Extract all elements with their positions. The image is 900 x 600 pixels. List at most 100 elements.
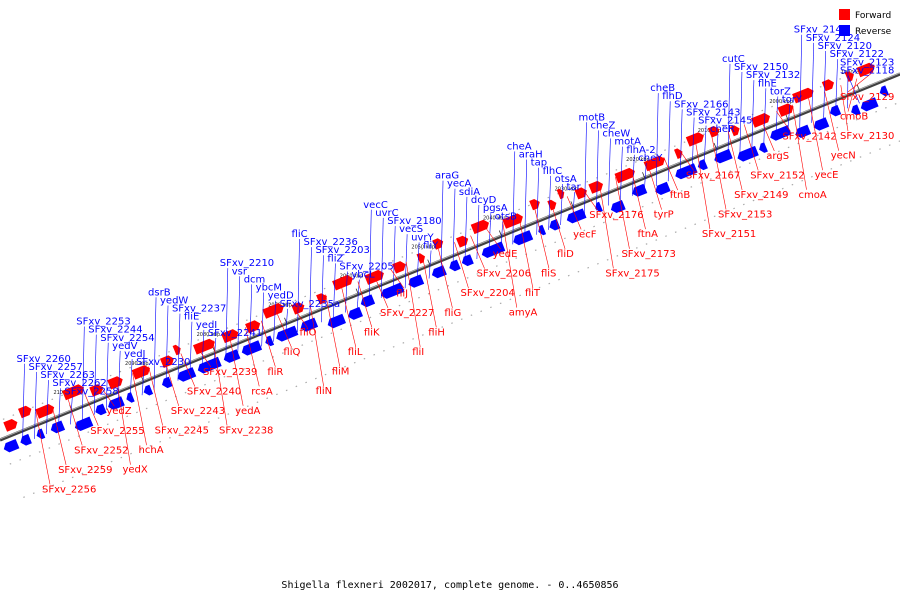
reverse-gene-arrow [223, 349, 241, 363]
reverse-gene-arrow [655, 181, 671, 195]
forward-gene-arrow [332, 275, 353, 291]
reverse-gene-label: yedD [268, 291, 294, 302]
label-leader-line [165, 305, 169, 386]
label-leader-line [368, 209, 372, 303]
forward-gene-label: SFxv_2152 [750, 170, 804, 181]
reverse-gene-arrow [549, 219, 561, 231]
label-leader-line [512, 151, 516, 245]
forward-gene-label: SFxv_2239 [203, 367, 257, 378]
label-leader-line [34, 371, 37, 439]
scale-tick-label: 2060 kbp [340, 274, 364, 280]
forward-gene-label: yedZ [106, 406, 131, 417]
label-leader-line [100, 386, 115, 407]
reverse-gene-arrow [327, 313, 346, 329]
reverse-gene-label: araH [519, 150, 543, 161]
label-leader-line [596, 130, 599, 211]
forward-gene-label: SFxv_2206 [477, 269, 531, 280]
forward-gene-arrow [193, 338, 215, 355]
reverse-gene-label: SFxv_2118 [840, 65, 894, 76]
label-leader-line [583, 189, 598, 211]
label-leader-line [148, 366, 163, 426]
reverse-gene-label: SFxv_2180 [387, 216, 441, 227]
reverse-gene-label: SFxv_2263 [40, 370, 94, 381]
label-leader-line [679, 109, 683, 177]
forward-gene-arrow [614, 167, 635, 184]
reverse-gene-arrow [162, 376, 173, 389]
label-leader-line [380, 217, 384, 298]
forward-gene-label: fliO [300, 328, 317, 339]
reverse-gene-arrow [348, 306, 363, 320]
reverse-gene-label: yedJ [124, 349, 145, 360]
label-leader-line [751, 80, 755, 148]
reverse-swatch [839, 25, 850, 36]
reverse-gene-label: SFxv_2140 [794, 25, 848, 36]
reverse-gene-label: SFxv_2210 [220, 258, 274, 269]
forward-gene-label: SFxv_2175 [605, 268, 659, 279]
reverse-gene-label: fliY [423, 240, 439, 251]
forward-gene-arrow [262, 303, 284, 319]
label-leader-line [500, 221, 504, 250]
label-leader-line [584, 122, 587, 216]
reverse-gene-label: fliC [292, 229, 308, 240]
reverse-gene-label: fliZ [327, 253, 343, 264]
forward-gene-label: SFxv_2142 [782, 131, 836, 142]
scale-tick [642, 172, 646, 178]
label-leader-line [454, 242, 469, 289]
reverse-gene-label: yedV [112, 341, 137, 352]
forward-gene-label: argS [766, 151, 789, 162]
forward-gene-arrow [245, 320, 261, 334]
label-leader-line [763, 88, 767, 143]
forward-gene-label: fliI [412, 347, 424, 358]
label-leader-line [792, 104, 807, 190]
scale-tick-label: 2040 kbp [483, 215, 507, 221]
forward-gene-label: SFxv_2173 [621, 249, 675, 260]
label-leader-line [615, 176, 630, 249]
reverse-gene-arrow [360, 294, 376, 308]
label-leader-line [775, 96, 779, 138]
reverse-gene-label: SFxv_2123 [840, 57, 894, 68]
reverse-gene-label: motA [614, 137, 641, 148]
label-leader-line [739, 72, 743, 153]
scale-tick-label: 1990 kbp [841, 70, 865, 76]
reverse-gene-label: flhE [758, 78, 777, 89]
reverse-gene-label: torZ [770, 86, 791, 97]
label-leader-line [309, 247, 312, 328]
reverse-gene-arrow [851, 104, 861, 116]
reverse-gene-arrow [177, 367, 197, 382]
reverse-gene-arrow [276, 325, 299, 342]
label-leader-line [321, 255, 324, 323]
label-leader-line [811, 42, 814, 123]
label-leader-line [631, 170, 646, 230]
forward-gene-label: SFxv_2256 [42, 484, 96, 495]
label-leader-line [249, 284, 253, 352]
label-leader-line [799, 34, 803, 128]
forward-gene-label: fliN [316, 386, 333, 397]
label-leader-line [620, 146, 623, 201]
label-leader-line [847, 78, 858, 112]
reverse-gene-label: SFxv_2166 [674, 99, 728, 110]
reverse-gene-arrow [737, 145, 759, 162]
reverse-gene-label: SFxv_2205 [339, 262, 393, 273]
forward-gene-label: fliM [332, 367, 350, 378]
reverse-gene-label: cheY [638, 153, 663, 164]
reverse-gene-label: cheB [650, 83, 675, 94]
label-leader-line [534, 209, 550, 269]
forward-gene-label: fliQ [283, 347, 300, 358]
reverse-gene-label: tar [567, 182, 582, 193]
reverse-gene-label: yedI [196, 320, 217, 331]
scale-tick-label: 2080 kbp [197, 332, 221, 338]
forward-gene-label: fliJ [396, 288, 408, 299]
reverse-gene-arrow [50, 420, 66, 434]
dotted-ruler [9, 101, 900, 465]
label-leader-line [715, 133, 719, 162]
label-leader-line [663, 157, 679, 191]
label-leader-line [237, 276, 241, 357]
label-leader-line [225, 268, 229, 362]
label-leader-line [58, 388, 61, 430]
label-leader-line [132, 373, 147, 446]
label-leader-line [46, 380, 49, 435]
label-leader-line [117, 350, 121, 405]
forward-gene-label: SFxv_2240 [187, 387, 241, 398]
forward-gene-label: SFxv_2227 [380, 308, 434, 319]
